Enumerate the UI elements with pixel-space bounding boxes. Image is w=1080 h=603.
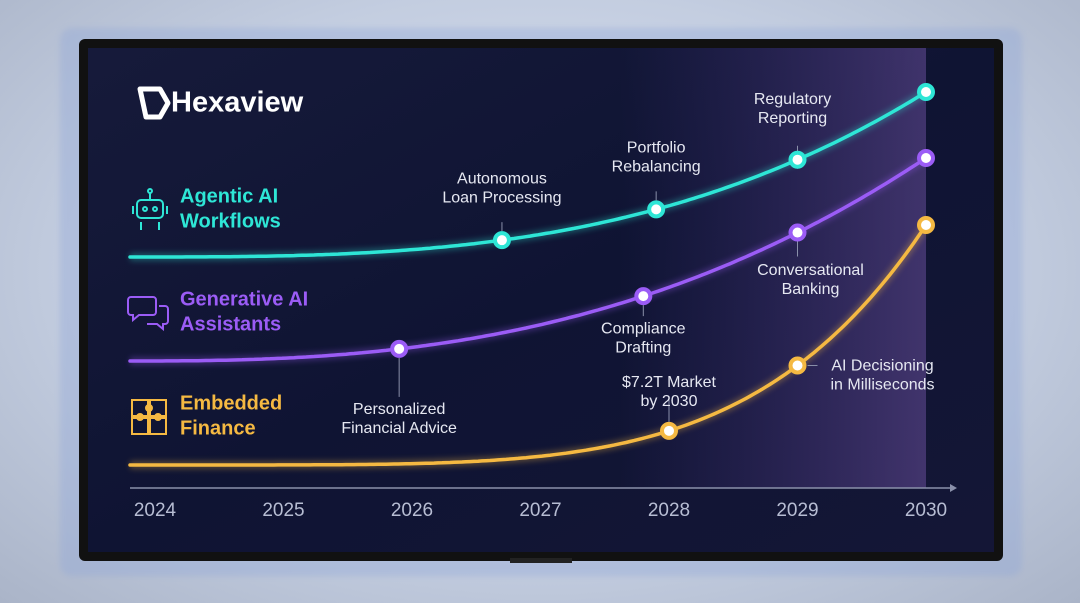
logo-mark xyxy=(137,86,171,120)
milestone-label: Loan Processing xyxy=(442,189,561,206)
milestone-dot xyxy=(788,223,807,242)
milestone-dot xyxy=(634,287,653,306)
milestone-dot xyxy=(647,200,666,219)
logo: Hexaview xyxy=(137,86,304,120)
axis-arrow xyxy=(950,484,957,492)
milestone-label: Personalized xyxy=(353,401,446,418)
milestone-label: Compliance xyxy=(601,320,686,337)
year-label: 2025 xyxy=(262,500,304,521)
milestone-dot xyxy=(390,339,409,358)
chat-icon xyxy=(127,296,169,332)
year-label: 2024 xyxy=(134,500,177,521)
year-label: 2026 xyxy=(391,500,433,521)
milestone-label: $7.2T Market xyxy=(622,374,717,391)
year-label: 2028 xyxy=(648,500,690,521)
lane-name: Finance xyxy=(180,417,256,439)
milestone-label: Drafting xyxy=(615,339,671,356)
milestone-label: Regulatory xyxy=(754,91,831,108)
lane-name: Embedded xyxy=(180,392,282,414)
milestone-label: in Milliseconds xyxy=(830,377,934,394)
icons xyxy=(127,188,169,435)
milestone-label: Portfolio xyxy=(627,140,686,157)
milestone-label: Autonomous xyxy=(457,170,547,187)
year-label: 2029 xyxy=(776,500,818,521)
tv-stand xyxy=(510,558,572,563)
year-label: 2030 xyxy=(905,500,947,521)
milestone-label: Reporting xyxy=(758,110,827,127)
milestone-label: Banking xyxy=(782,281,840,298)
milestone-label: by 2030 xyxy=(641,393,698,410)
year-label: 2027 xyxy=(519,500,561,521)
lane-name: Agentic AI xyxy=(180,185,278,207)
milestone-label: Conversational xyxy=(757,262,864,279)
lane-name: Generative AI xyxy=(180,288,308,310)
milestone-dot xyxy=(788,150,807,169)
milestone-label: Rebalancing xyxy=(612,159,701,176)
end-dot xyxy=(917,83,935,101)
end-dot xyxy=(917,216,935,234)
lane-name: Assistants xyxy=(180,313,281,335)
puzzle-icon xyxy=(131,399,167,435)
milestone-label: AI Decisioning xyxy=(831,358,933,375)
robot-icon xyxy=(132,188,168,230)
milestone-dot xyxy=(660,421,678,440)
milestone-dot xyxy=(492,231,511,250)
end-dot xyxy=(917,149,935,167)
brand: Hexaview xyxy=(171,87,304,119)
milestone-label: Financial Advice xyxy=(341,420,457,437)
lane-name: Workflows xyxy=(180,210,281,232)
milestone-dot xyxy=(788,356,807,375)
